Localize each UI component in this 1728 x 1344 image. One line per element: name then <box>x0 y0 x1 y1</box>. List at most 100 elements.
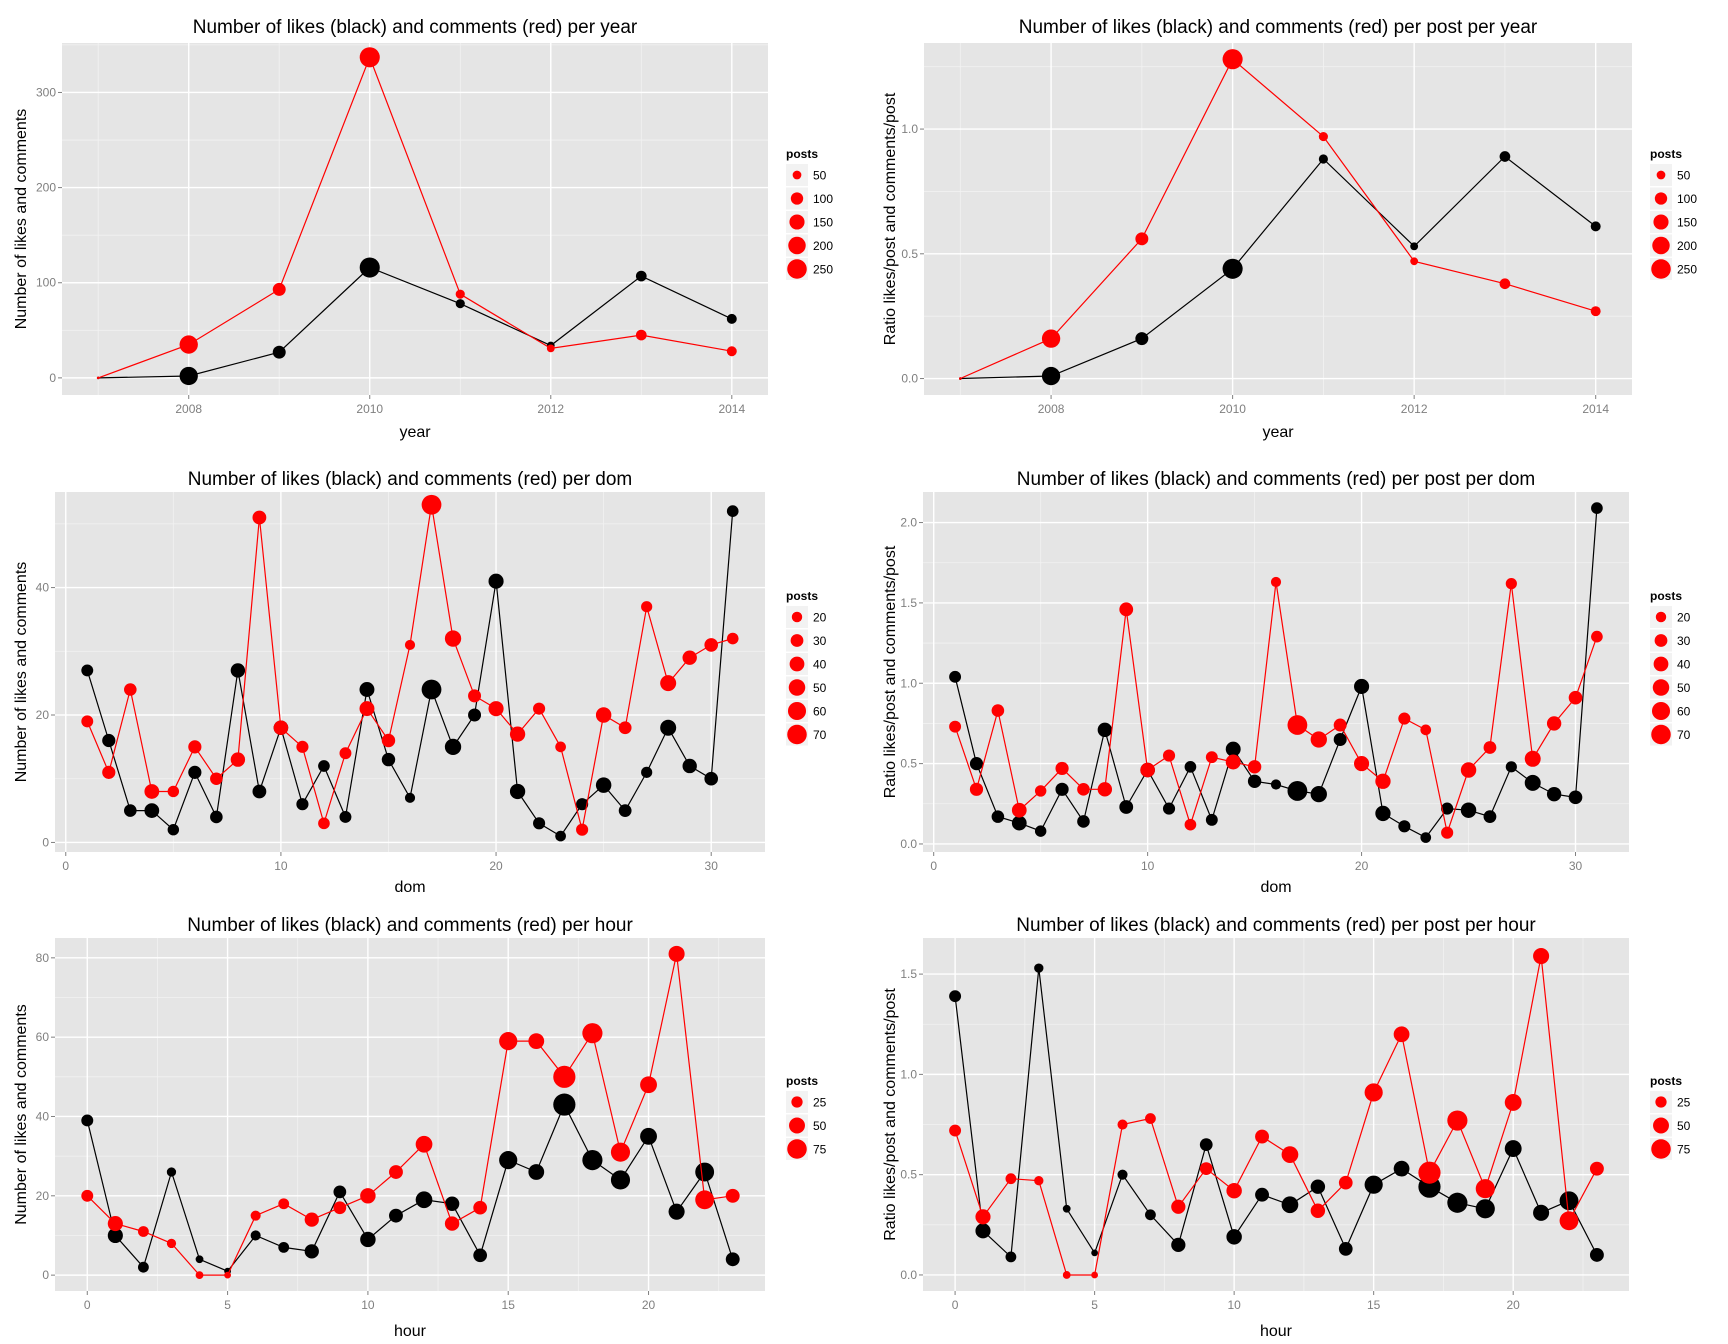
data-point-likes <box>1077 815 1090 828</box>
legend-label: 30 <box>813 634 827 648</box>
data-point-likes <box>975 1223 991 1239</box>
data-point-comments <box>1226 1182 1242 1199</box>
data-point-likes <box>1145 1209 1156 1221</box>
posts-legend: posts 50 100 150 200 250 <box>1650 147 1697 280</box>
legend-key-marker <box>1651 724 1671 745</box>
legend-label: 60 <box>813 705 827 719</box>
data-point-comments <box>96 376 100 380</box>
x-tick-label: 5 <box>1091 1298 1098 1312</box>
legend-key-marker <box>1654 192 1668 205</box>
data-point-comments <box>959 377 962 380</box>
data-point-comments <box>415 1135 433 1153</box>
y-tick-label: 0.5 <box>900 1168 917 1182</box>
data-point-comments <box>553 1065 576 1088</box>
data-point-comments <box>455 289 465 299</box>
data-point-likes <box>1559 1191 1579 1211</box>
data-point-likes <box>81 1114 94 1127</box>
chart-year-counts: 0 100 200 300 2008 2010 2012 2014 Number of like… <box>13 17 833 441</box>
data-point-likes <box>1568 790 1583 805</box>
legend-key-marker <box>1652 679 1670 696</box>
x-tick-label: 2010 <box>356 402 383 416</box>
data-point-likes <box>359 257 380 278</box>
data-point-comments <box>1318 131 1328 142</box>
data-point-comments <box>1505 578 1517 590</box>
data-point-comments <box>81 1189 94 1202</box>
data-point-comments <box>576 823 589 836</box>
data-point-comments <box>278 1198 290 1210</box>
data-point-comments <box>660 675 677 692</box>
data-point-comments <box>1097 782 1113 797</box>
x-tick-label: 10 <box>274 859 288 873</box>
y-axis-title: Number of likes and comments <box>13 1004 30 1225</box>
data-point-comments <box>641 601 653 613</box>
data-point-comments <box>1255 1129 1269 1144</box>
data-point-likes <box>640 1127 657 1145</box>
data-point-comments <box>360 1188 376 1204</box>
data-point-comments <box>1375 773 1391 789</box>
legend-label: 150 <box>813 216 833 230</box>
data-point-comments <box>1281 1146 1299 1163</box>
data-point-comments <box>1205 751 1218 764</box>
data-point-comments <box>1310 731 1327 748</box>
x-tick-label: 20 <box>642 1298 656 1312</box>
legend-label: 60 <box>1677 705 1691 719</box>
data-point-comments <box>1568 690 1583 705</box>
legend-label: 70 <box>1677 728 1691 742</box>
data-point-likes <box>359 682 375 697</box>
data-point-likes <box>1420 832 1432 843</box>
data-point-comments <box>1140 762 1155 778</box>
data-point-comments <box>102 765 116 779</box>
y-tick-label: 40 <box>36 581 50 595</box>
data-point-comments <box>1546 716 1562 731</box>
x-tick-label: 15 <box>1367 1298 1381 1312</box>
data-point-likes <box>1533 1204 1550 1221</box>
legend-label: 50 <box>813 1119 827 1133</box>
data-point-comments <box>1287 715 1308 735</box>
data-point-likes <box>1117 1169 1128 1180</box>
data-point-comments <box>421 494 442 515</box>
data-point-comments <box>188 740 202 754</box>
data-point-likes <box>668 1203 685 1220</box>
y-axis-title: Ratio likes/post and comments/post <box>882 988 899 1241</box>
data-point-comments <box>1034 785 1047 797</box>
data-point-likes <box>1034 963 1044 973</box>
legend-key-marker <box>1652 236 1670 255</box>
y-tick-label: 40 <box>36 1109 50 1123</box>
data-point-comments <box>725 1188 740 1203</box>
data-point-likes <box>296 798 309 811</box>
data-point-likes <box>1590 221 1601 232</box>
data-point-comments <box>359 47 380 68</box>
x-tick-label: 20 <box>489 859 503 873</box>
data-point-comments <box>1222 49 1243 70</box>
x-tick-label: 20 <box>1507 1298 1521 1312</box>
data-point-likes <box>1591 502 1603 514</box>
data-point-comments <box>1117 1119 1128 1130</box>
data-point-likes <box>1247 774 1262 788</box>
data-point-comments <box>635 329 647 341</box>
data-point-comments <box>1062 1271 1071 1279</box>
data-point-likes <box>81 664 94 677</box>
data-point-likes <box>1184 760 1197 773</box>
data-point-comments <box>610 1142 631 1162</box>
data-point-comments <box>1591 630 1603 643</box>
data-point-comments <box>1171 1199 1186 1214</box>
data-point-likes <box>528 1164 545 1180</box>
x-tick-label: 20 <box>1355 859 1369 873</box>
data-point-comments <box>1055 761 1069 776</box>
data-point-likes <box>250 1230 261 1241</box>
data-point-comments <box>1011 802 1027 818</box>
legend-key-marker <box>788 679 806 696</box>
legend-key-marker <box>787 724 807 745</box>
data-point-likes <box>1524 774 1541 791</box>
data-point-comments <box>1034 1176 1044 1186</box>
data-point-likes <box>1135 332 1149 346</box>
data-point-comments <box>1077 783 1090 796</box>
posts-legend: posts 20 30 40 50 60 70 <box>786 589 827 746</box>
data-point-likes <box>304 1244 319 1259</box>
data-point-comments <box>488 701 504 717</box>
legend-key-marker <box>1656 170 1666 180</box>
data-point-likes <box>949 670 962 683</box>
data-point-likes <box>1398 820 1411 833</box>
legend-key-marker <box>790 192 804 205</box>
data-point-likes <box>188 765 202 779</box>
